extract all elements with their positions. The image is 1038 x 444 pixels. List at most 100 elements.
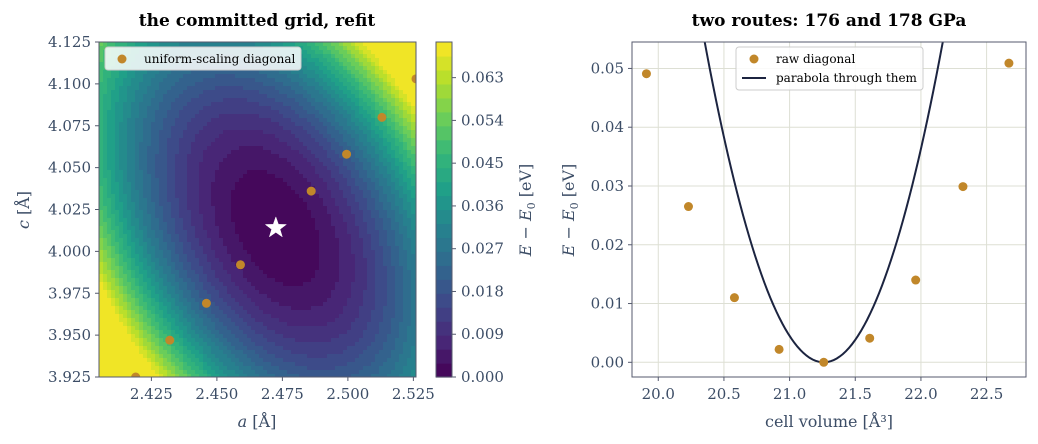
contour-cell bbox=[267, 326, 272, 331]
contour-cell bbox=[195, 86, 200, 91]
contour-cell bbox=[283, 306, 288, 311]
contour-cell bbox=[155, 274, 160, 279]
contour-cell bbox=[139, 198, 144, 203]
contour-cell bbox=[147, 142, 152, 147]
contour-cell bbox=[267, 366, 272, 371]
contour-cell bbox=[127, 78, 132, 83]
contour-cell bbox=[247, 238, 252, 243]
contour-cell bbox=[183, 98, 188, 103]
contour-cell bbox=[283, 314, 288, 319]
contour-cell bbox=[307, 242, 312, 247]
contour-cell bbox=[207, 350, 212, 355]
contour-cell bbox=[251, 182, 256, 187]
contour-cell bbox=[331, 182, 336, 187]
contour-cell bbox=[299, 78, 304, 83]
contour-cell bbox=[207, 238, 212, 243]
contour-cell bbox=[267, 218, 272, 223]
contour-cell bbox=[203, 182, 208, 187]
contour-cell bbox=[107, 114, 112, 119]
contour-cell bbox=[291, 146, 296, 151]
contour-cell bbox=[259, 318, 264, 323]
contour-cell bbox=[167, 238, 172, 243]
contour-cell bbox=[327, 134, 332, 139]
contour-cell bbox=[207, 366, 212, 371]
contour-cell bbox=[199, 226, 204, 231]
contour-cell bbox=[183, 150, 188, 155]
contour-cell bbox=[195, 218, 200, 223]
contour-cell bbox=[259, 206, 264, 211]
contour-cell bbox=[235, 174, 240, 179]
contour-cell bbox=[179, 190, 184, 195]
contour-cell bbox=[227, 70, 232, 75]
contour-cell bbox=[143, 370, 148, 375]
contour-cell bbox=[143, 182, 148, 187]
contour-cell bbox=[223, 338, 228, 343]
contour-cell bbox=[167, 74, 172, 79]
contour-cell bbox=[295, 86, 300, 91]
contour-cell bbox=[175, 110, 180, 115]
contour-cell bbox=[255, 146, 260, 151]
contour-cell bbox=[231, 270, 236, 275]
contour-cell bbox=[131, 106, 136, 111]
contour-cell bbox=[331, 98, 336, 103]
contour-cell bbox=[283, 74, 288, 79]
contour-cell bbox=[147, 122, 152, 127]
contour-cell bbox=[263, 150, 268, 155]
contour-cell bbox=[175, 218, 180, 223]
contour-cell bbox=[275, 102, 280, 107]
contour-cell bbox=[287, 306, 292, 311]
contour-cell bbox=[123, 154, 128, 159]
contour-cell bbox=[303, 74, 308, 79]
contour-cell bbox=[135, 82, 140, 87]
contour-cell bbox=[319, 266, 324, 271]
contour-cell bbox=[203, 158, 208, 163]
contour-cell bbox=[283, 362, 288, 367]
contour-cell bbox=[171, 70, 176, 75]
contour-cell bbox=[311, 242, 316, 247]
contour-cell bbox=[331, 230, 336, 235]
contour-cell bbox=[163, 42, 168, 47]
contour-cell bbox=[227, 130, 232, 135]
contour-cell bbox=[255, 190, 260, 195]
contour-cell bbox=[171, 290, 176, 295]
contour-cell bbox=[231, 74, 236, 79]
contour-cell bbox=[215, 338, 220, 343]
contour-cell bbox=[307, 274, 312, 279]
contour-cell bbox=[159, 90, 164, 95]
contour-cell bbox=[295, 118, 300, 123]
contour-cell bbox=[251, 294, 256, 299]
contour-cell bbox=[299, 366, 304, 371]
contour-cell bbox=[327, 206, 332, 211]
contour-cell bbox=[223, 78, 228, 83]
contour-cell bbox=[235, 134, 240, 139]
contour-cell bbox=[139, 158, 144, 163]
contour-cell bbox=[275, 254, 280, 259]
contour-cell bbox=[259, 98, 264, 103]
contour-cell bbox=[279, 306, 284, 311]
contour-cell bbox=[99, 74, 104, 79]
contour-cell bbox=[143, 186, 148, 191]
contour-cell bbox=[143, 222, 148, 227]
contour-cell bbox=[287, 134, 292, 139]
contour-cell bbox=[219, 178, 224, 183]
contour-cell bbox=[267, 166, 272, 171]
contour-cell bbox=[139, 214, 144, 219]
contour-cell bbox=[311, 234, 316, 239]
contour-cell bbox=[151, 318, 156, 323]
contour-cell bbox=[155, 294, 160, 299]
contour-cell bbox=[211, 122, 216, 127]
contour-cell bbox=[331, 370, 336, 375]
contour-cell bbox=[163, 298, 168, 303]
contour-cell bbox=[319, 62, 324, 67]
contour-field bbox=[99, 42, 416, 377]
contour-cell bbox=[143, 274, 148, 279]
contour-cell bbox=[275, 290, 280, 295]
contour-cell bbox=[151, 154, 156, 159]
contour-cell bbox=[111, 70, 116, 75]
contour-cell bbox=[151, 374, 156, 377]
contour-cell bbox=[263, 142, 268, 147]
contour-cell bbox=[115, 218, 120, 223]
contour-cell bbox=[207, 114, 212, 119]
contour-cell bbox=[259, 82, 264, 87]
contour-cell bbox=[247, 370, 252, 375]
